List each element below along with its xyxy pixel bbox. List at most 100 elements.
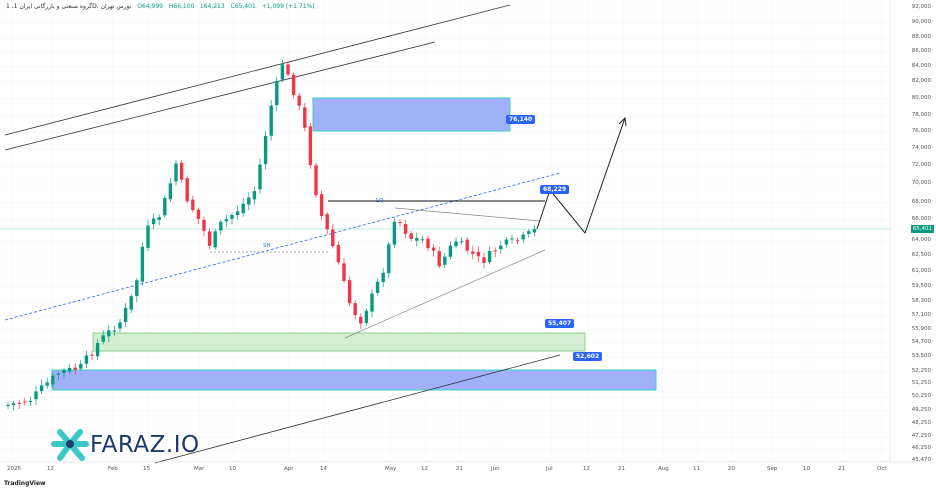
supply-zone xyxy=(312,97,511,132)
candle xyxy=(73,367,77,370)
candle xyxy=(342,263,346,282)
candle xyxy=(269,105,273,136)
candle xyxy=(370,293,374,312)
tradingview-brand[interactable]: TradingView xyxy=(4,480,46,487)
candle xyxy=(6,404,10,406)
candle xyxy=(437,251,441,267)
candle xyxy=(90,354,94,356)
candle xyxy=(409,233,413,240)
candle xyxy=(297,95,301,106)
candle xyxy=(459,241,464,243)
price-label: 86,000 xyxy=(911,48,931,54)
price-label: 66,000 xyxy=(911,216,931,222)
price-label: 80,000 xyxy=(911,95,931,101)
time-label: Sep xyxy=(767,466,778,472)
candle xyxy=(107,330,111,337)
candle xyxy=(51,375,55,385)
candle xyxy=(375,281,380,293)
candle xyxy=(403,224,408,234)
demand-zone-green xyxy=(92,332,586,352)
candle xyxy=(331,229,335,247)
candle xyxy=(67,367,72,372)
candle xyxy=(123,307,128,323)
projection-path xyxy=(536,117,626,235)
price-label: 46,250 xyxy=(911,445,931,451)
level-tag-76140: 76,140 xyxy=(506,115,536,124)
price-label: 76,000 xyxy=(911,128,931,134)
time-label: 14 xyxy=(320,466,327,472)
candle xyxy=(515,240,520,242)
candle xyxy=(431,247,436,251)
time-label: 11 xyxy=(693,466,700,472)
candle xyxy=(118,322,122,329)
candle xyxy=(213,231,217,248)
ohlc-close: C65,401 xyxy=(230,3,256,10)
candle xyxy=(224,219,229,222)
channel-lower-line xyxy=(154,354,561,464)
candle xyxy=(207,231,212,246)
price-label: 78,000 xyxy=(911,112,931,118)
candle xyxy=(135,280,139,297)
time-label: Aug xyxy=(658,466,669,472)
candle xyxy=(34,391,38,400)
time-label: 12 xyxy=(421,466,428,472)
candle xyxy=(151,218,156,225)
candle xyxy=(465,239,469,251)
price-label: 84,000 xyxy=(911,63,931,69)
candle xyxy=(174,163,178,182)
time-label: Apr xyxy=(284,466,294,472)
candle xyxy=(454,241,458,247)
sh-label: SH xyxy=(263,243,271,249)
symbol-header: 1 ،گروه صنعتی و بازرگانی ایران 1D، بورس … xyxy=(6,3,319,10)
time-label: 10 xyxy=(229,466,236,472)
candle xyxy=(263,135,268,165)
candle xyxy=(62,370,66,374)
time-label: 12 xyxy=(583,466,590,472)
candle xyxy=(476,251,481,257)
candle xyxy=(202,219,206,231)
price-label: 64,000 xyxy=(911,237,931,243)
logo-text: FARAZ.IO xyxy=(90,432,200,458)
price-label: 51,250 xyxy=(911,380,931,386)
time-label: 2025 xyxy=(7,466,21,472)
time-label: 21 xyxy=(456,466,463,472)
price-label: 88,000 xyxy=(911,34,931,40)
price-label: 48,250 xyxy=(911,420,931,426)
candle xyxy=(448,245,453,257)
candle xyxy=(347,280,352,304)
candle xyxy=(241,203,245,214)
channel-upper-line xyxy=(4,4,511,136)
candle xyxy=(275,80,279,106)
time-label: 21 xyxy=(618,466,625,472)
candle xyxy=(280,64,285,80)
candle xyxy=(112,330,117,332)
time-label: Jun xyxy=(491,466,500,472)
candle xyxy=(84,355,89,364)
price-label: 54,700 xyxy=(911,339,931,345)
candle xyxy=(499,245,503,250)
candle xyxy=(392,221,397,245)
candle xyxy=(521,234,525,240)
candle xyxy=(286,64,290,75)
candle xyxy=(129,296,133,310)
candle xyxy=(325,214,329,230)
candle xyxy=(196,209,201,219)
price-label: 53,500 xyxy=(911,353,931,359)
time-label: Jul xyxy=(546,466,553,472)
candle xyxy=(140,246,145,282)
candle xyxy=(185,178,189,202)
candle xyxy=(426,238,430,249)
candle xyxy=(79,363,83,369)
candle xyxy=(101,335,105,342)
arrow-head-icon xyxy=(618,116,627,127)
price-label: 59,500 xyxy=(911,283,931,289)
price-label: 68,000 xyxy=(911,199,931,205)
candle xyxy=(252,191,257,200)
candle xyxy=(146,225,150,248)
candle xyxy=(291,74,296,95)
candle xyxy=(179,162,184,180)
price-label: 57,100 xyxy=(911,312,931,318)
candle xyxy=(353,303,357,316)
price-label: 52,250 xyxy=(911,368,931,374)
